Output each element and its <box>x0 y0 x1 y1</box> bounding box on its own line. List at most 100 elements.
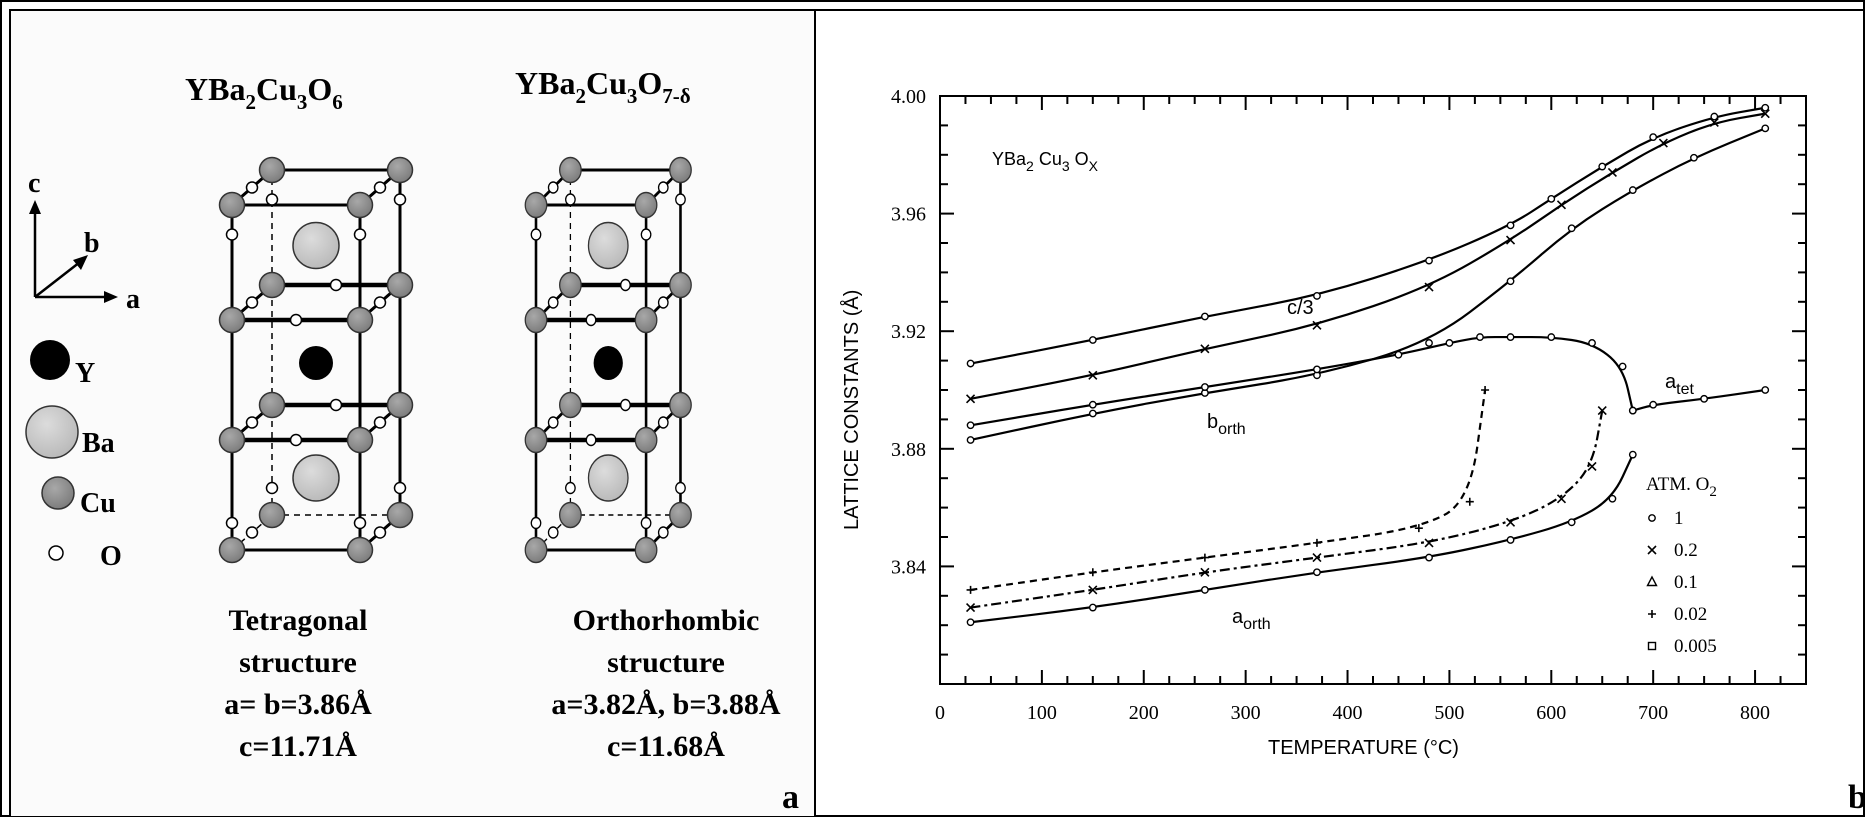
o-atom <box>530 228 542 241</box>
data-point <box>1425 339 1433 347</box>
y-axis-label: LATTICE CONSTANTS (Å) <box>840 290 863 530</box>
legend-ba-atom <box>25 405 79 459</box>
data-point <box>1200 344 1210 354</box>
axis-c-arrowhead <box>29 200 41 214</box>
cu-atom <box>524 191 548 219</box>
data-point <box>1556 200 1567 210</box>
orthorhombic-caption-line-4: c=11.68Å <box>607 730 725 763</box>
curve-series-0 <box>970 106 1766 365</box>
data-point <box>1567 224 1576 233</box>
data-point <box>966 359 975 368</box>
ba-atom <box>587 221 629 270</box>
data-point <box>1088 336 1097 344</box>
o-atom <box>585 433 597 447</box>
data-point <box>1424 282 1434 292</box>
data-point <box>966 421 975 430</box>
cu-atom <box>669 271 692 299</box>
orthorhombic-caption-line-1: Orthorhombic <box>573 604 760 637</box>
data-point <box>1649 133 1658 142</box>
legend-marker-0.02 <box>1648 610 1656 618</box>
x-tick-label: 200 <box>1129 702 1159 724</box>
legend-cu-label: Cu <box>80 488 116 519</box>
data-point <box>966 618 975 627</box>
o-atom <box>585 313 597 327</box>
o-atom <box>657 181 669 194</box>
legend-cu-atom <box>41 476 75 510</box>
data-curves <box>970 106 1766 624</box>
data-point <box>1505 517 1516 527</box>
o-atom <box>657 416 669 429</box>
cu-atom <box>669 501 692 529</box>
legend: ATM. O2 1 0.2 0.1 0.02 0.005 <box>1646 474 1717 657</box>
o-atom <box>547 416 559 429</box>
o-atom <box>565 193 576 206</box>
orthorhombic-cell <box>524 156 692 564</box>
x-tick-label: 800 <box>1740 702 1770 724</box>
data-point <box>1628 186 1637 194</box>
orthorhombic-caption-line-2: structure <box>607 646 725 679</box>
data-point <box>1312 553 1322 563</box>
o-atom <box>530 516 542 530</box>
y-tick-label: 4.00 <box>891 86 926 108</box>
o-atom <box>245 526 259 539</box>
cu-atom <box>559 271 582 299</box>
o-atom <box>547 526 559 539</box>
tick-marks <box>939 95 1807 685</box>
data-point <box>1649 400 1658 409</box>
o-atom <box>640 516 652 530</box>
data-point <box>1312 320 1322 330</box>
data-point <box>1465 497 1474 506</box>
o-atom <box>393 193 407 206</box>
o-atom <box>225 516 239 530</box>
o-atom <box>620 398 631 412</box>
y-tick-labels: 4.00 3.96 3.92 3.88 3.84 <box>891 86 926 578</box>
cu-atom <box>258 271 286 299</box>
o-atom <box>373 526 387 539</box>
ba-atom <box>587 454 629 502</box>
y-atom <box>593 346 623 380</box>
o-atom <box>620 278 631 292</box>
data-point <box>1761 386 1770 394</box>
data-point <box>965 394 976 404</box>
data-point <box>1506 333 1515 341</box>
legend-label-0.2: 0.2 <box>1674 540 1698 561</box>
data-point <box>1608 494 1617 503</box>
curve-series-7 <box>970 389 1487 592</box>
panel-a-label: a <box>782 779 799 816</box>
o-atom <box>353 516 367 530</box>
cu-atom <box>524 536 548 564</box>
data-point <box>966 436 975 444</box>
axis-b-arrowhead <box>73 255 88 270</box>
axis-a-arrowhead <box>104 291 118 303</box>
o-atom <box>373 181 387 194</box>
tetragonal-caption-line-4: c=11.71Å <box>239 730 357 763</box>
o-atom <box>289 433 303 447</box>
o-atom <box>265 481 279 495</box>
data-point <box>1628 406 1637 415</box>
o-atom <box>640 228 652 241</box>
data-point <box>1588 339 1596 347</box>
o-atom <box>329 278 343 292</box>
x-tick-label: 700 <box>1638 702 1668 724</box>
data-point <box>1425 256 1433 265</box>
cu-atom <box>258 156 286 184</box>
data-point <box>1506 221 1515 230</box>
y-tick-label: 3.96 <box>891 204 926 226</box>
cu-atom <box>258 501 286 529</box>
o-atom <box>245 416 259 429</box>
cu-atom <box>559 391 582 419</box>
formula-orthorhombic: YBa2Cu3O7-δ <box>515 65 691 108</box>
label-a-orth: aorth <box>1232 606 1271 633</box>
legend-title: ATM. O2 <box>1646 474 1717 500</box>
x-tick-label: 400 <box>1333 702 1363 724</box>
formula-tetragonal: YBa2Cu3O6 <box>185 71 343 114</box>
data-point <box>1556 494 1567 504</box>
cu-atom <box>524 306 548 334</box>
orthorhombic-caption: Orthorhombic structure a=3.82Å, b=3.88Å … <box>551 604 781 763</box>
legend-y-atom <box>30 340 70 380</box>
data-point <box>1587 461 1597 472</box>
tetragonal-cell <box>218 156 414 564</box>
cu-atom <box>218 306 246 334</box>
cu-atom <box>669 156 692 184</box>
data-point <box>1088 603 1097 612</box>
